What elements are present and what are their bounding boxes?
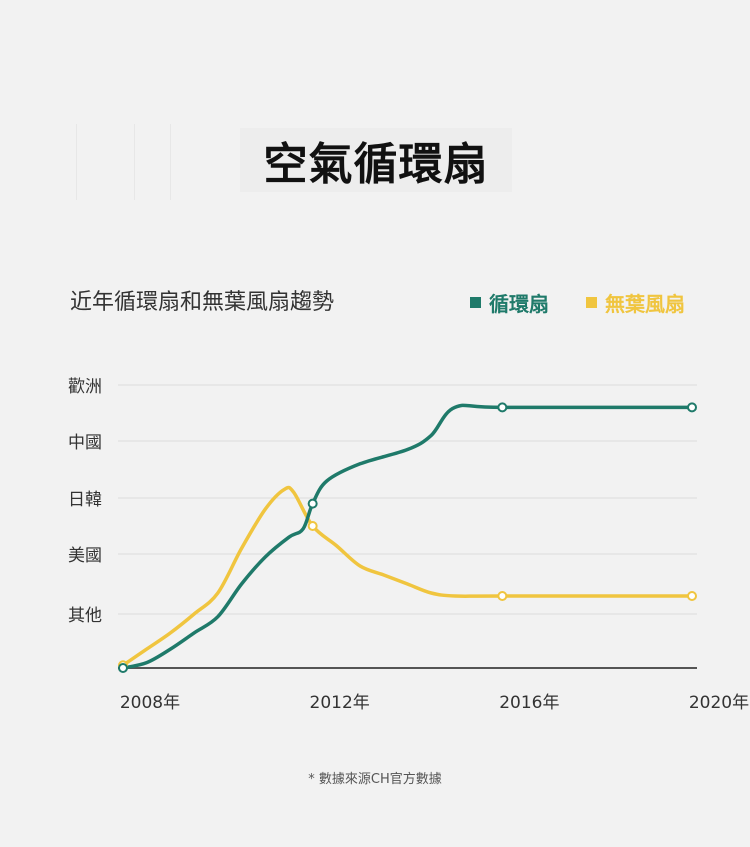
y-tick-label: 中國: [68, 433, 102, 453]
series-2-point: [307, 521, 318, 531]
x-tick-label: 2012年: [310, 693, 370, 713]
x-tick-label: 2020年: [689, 693, 749, 713]
legend-label-series-2: 無葉風扇: [605, 292, 685, 316]
legend-swatch-series-1: [470, 297, 481, 308]
legend-item-series-2: 無葉風扇: [586, 288, 685, 317]
decorative-line: [170, 124, 171, 200]
y-tick-label: 歡洲: [68, 377, 102, 397]
series-1-point: [687, 402, 697, 413]
series-2-point: [687, 591, 697, 601]
x-tick-label: 2016年: [499, 693, 559, 713]
series-1-point: [118, 663, 128, 673]
data-source-footnote: * 數據來源CH官方數據: [308, 772, 442, 787]
legend-item-series-1: 循環扇: [470, 288, 549, 317]
series-2-point: [497, 591, 508, 601]
page-title: 空氣循環扇: [263, 139, 489, 190]
chart-subtitle: 近年循環扇和無葉風扇趨勢: [70, 290, 335, 315]
series-line-1: [121, 403, 694, 670]
legend-swatch-series-2: [586, 297, 597, 308]
y-tick-label: 日韓: [68, 490, 102, 510]
decorative-line: [76, 124, 77, 200]
y-tick-label: 美國: [68, 546, 102, 566]
decorative-line: [134, 124, 135, 200]
y-tick-label: 其他: [68, 606, 102, 626]
series-1-point: [497, 402, 508, 413]
x-tick-label: 2008年: [120, 693, 180, 713]
series-line-2: [121, 485, 694, 668]
series-1-point: [307, 498, 318, 509]
page-title-box: 空氣循環扇: [240, 128, 512, 192]
legend-label-series-1: 循環扇: [489, 292, 549, 316]
line-chart: 其他 美國 日韓 中國 歡洲 2008年 2012年 2016年 2020年: [68, 377, 749, 713]
